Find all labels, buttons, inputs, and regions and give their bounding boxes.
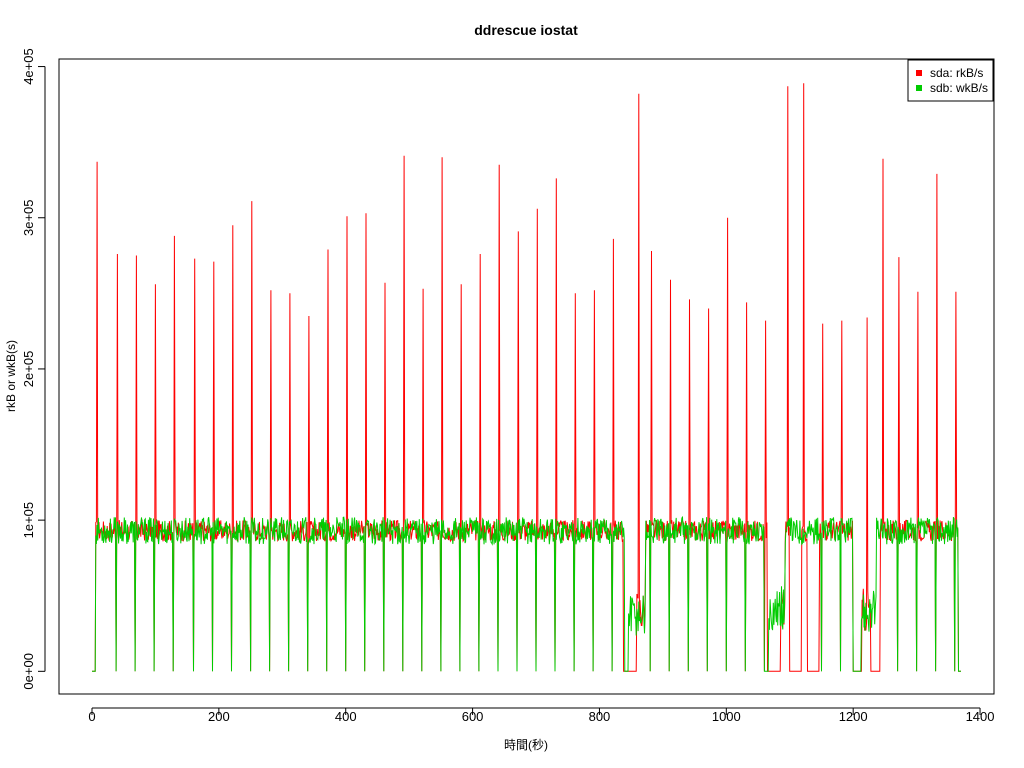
y-tick-label: 1e+05 <box>21 502 36 539</box>
x-tick-label: 1400 <box>966 709 995 724</box>
y-tick-label: 3e+05 <box>21 199 36 236</box>
y-tick-label: 4e+05 <box>21 48 36 85</box>
x-tick-label: 800 <box>589 709 611 724</box>
y-axis: 0e+00 1e+05 2e+05 3e+05 4e+05 <box>21 48 46 690</box>
chart-title: ddrescue iostat <box>474 22 578 38</box>
series-line-sdb <box>92 515 961 672</box>
legend-swatch-sdb <box>916 85 922 91</box>
series-layer <box>92 83 961 672</box>
plot-frame <box>58 58 995 695</box>
legend-label-sda: sda: rkB/s <box>930 66 983 80</box>
legend-label-sdb: sdb: wkB/s <box>930 81 988 95</box>
x-tick-label: 600 <box>462 709 484 724</box>
legend: sda: rkB/s sdb: wkB/s <box>907 59 994 102</box>
legend-box <box>907 59 994 102</box>
x-axis: 0 200 400 600 800 1000 1200 1400 <box>88 707 995 724</box>
x-tick-label: 1000 <box>712 709 741 724</box>
series-line-sda <box>92 83 961 672</box>
legend-swatch-sda <box>916 70 922 76</box>
x-tick-label: 1200 <box>839 709 868 724</box>
y-tick-label: 2e+05 <box>21 351 36 388</box>
y-axis-title: rkB or wkB(s) <box>4 340 18 412</box>
x-tick-label: 0 <box>88 709 95 724</box>
x-tick-label: 200 <box>208 709 230 724</box>
x-tick-label: 400 <box>335 709 357 724</box>
y-tick-label: 0e+00 <box>21 653 36 690</box>
x-axis-title: 時間(秒) <box>504 738 548 752</box>
